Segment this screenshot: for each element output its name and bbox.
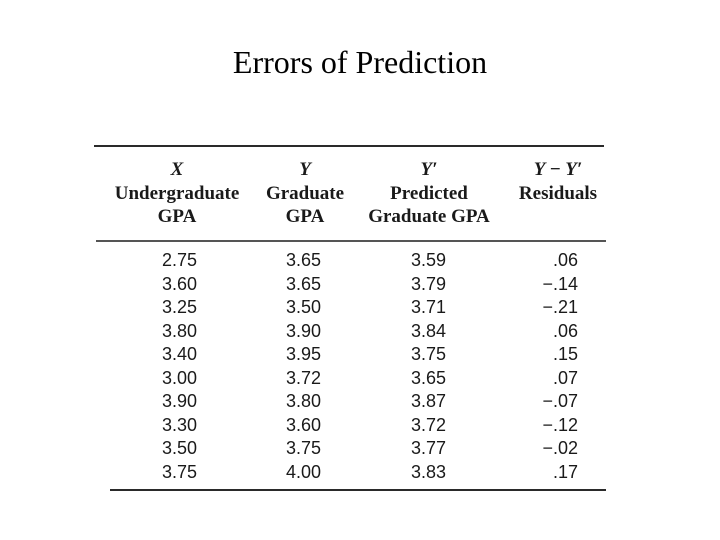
header-residuals: Y − Y′ Residuals [510, 158, 606, 205]
table-header-rule [96, 240, 606, 242]
table-cell-x: 3.90 [162, 391, 198, 411]
header-undergraduate-gpa: X Undergraduate GPA [104, 158, 250, 229]
header-x-symbol: X [170, 159, 184, 180]
table-cell-y: 3.50 [286, 297, 322, 317]
table-cell-residual: .06 [552, 320, 578, 341]
table-cell-y-pred: 3.77 [411, 438, 447, 458]
table-cell-y: 3.90 [286, 320, 322, 341]
table-cell-x: 3.60 [162, 273, 198, 294]
table-cell-y-pred: 3.87 [411, 391, 447, 411]
header-y-pred-line2: Graduate GPA [368, 206, 490, 227]
table-cell-residual: −.02 [542, 438, 578, 458]
column-residuals: .06 −.14 −.21 .06 .15 .07 −.07 −.12 −.02… [520, 249, 578, 484]
table-cell-residual: −.12 [542, 414, 578, 435]
table-cell-y-pred: 3.84 [411, 320, 447, 341]
table-cell-residual: .07 [552, 367, 578, 388]
header-graduate-gpa: Y Graduate GPA [256, 158, 354, 229]
table-cell-y: 3.65 [286, 273, 322, 294]
table-top-rule [94, 145, 604, 147]
table-cell-y: 3.60 [286, 414, 322, 435]
table-cell-residual: −.14 [542, 273, 578, 294]
table-cell-x: 3.40 [162, 344, 198, 364]
table-cell-y-pred: 3.59 [411, 250, 447, 270]
table-bottom-rule [110, 489, 606, 491]
table-cell-residual: .15 [552, 344, 578, 364]
column-undergraduate-gpa: 2.75 3.60 3.25 3.80 3.40 3.00 3.90 3.30 … [162, 249, 222, 484]
table-cell-x: 3.50 [162, 438, 198, 458]
header-residual-line1: Residuals [518, 182, 598, 204]
header-x-line2: GPA [157, 206, 197, 227]
table-cell-residual: .17 [552, 461, 578, 482]
table-cell-x: 3.75 [162, 461, 198, 482]
header-y-line1: Graduate [265, 182, 345, 204]
header-y-line2: GPA [285, 206, 325, 227]
header-predicted-graduate-gpa: Y′ Predicted Graduate GPA [356, 158, 502, 229]
table-cell-residual: −.21 [542, 297, 578, 317]
table-cell-residual: .06 [552, 250, 578, 270]
column-graduate-gpa: 3.65 3.65 3.50 3.90 3.95 3.72 3.80 3.60 … [286, 249, 346, 484]
table-cell-y: 4.00 [286, 461, 322, 482]
table-cell-x: 3.80 [162, 320, 198, 341]
table-cell-y-pred: 3.83 [411, 461, 447, 482]
table-cell-y: 3.95 [286, 344, 322, 364]
table-cell-y: 3.80 [286, 391, 322, 411]
header-y-symbol: Y [299, 159, 311, 180]
table-cell-y: 3.72 [286, 367, 322, 388]
header-y-pred-symbol: Y′ [420, 159, 438, 180]
table-cell-y: 3.65 [286, 250, 322, 270]
table-cell-y-pred: 3.79 [411, 273, 447, 294]
table-cell-y-pred: 3.71 [411, 297, 447, 317]
table-cell-y-pred: 3.75 [411, 344, 447, 364]
table-cell-residual: −.07 [542, 391, 578, 411]
header-x-line1: Undergraduate [114, 182, 240, 204]
table-cell-y-pred: 3.72 [411, 414, 447, 435]
header-y-pred-line1: Predicted [390, 182, 468, 204]
table-cell-x: 3.25 [162, 297, 198, 317]
slide-title: Errors of Prediction [232, 44, 488, 80]
table-cell-x: 3.30 [162, 414, 198, 435]
table-cell-x: 2.75 [162, 250, 198, 270]
column-predicted-graduate-gpa: 3.59 3.79 3.71 3.84 3.75 3.65 3.87 3.72 … [411, 249, 471, 484]
header-residual-symbol: Y − Y′ [533, 159, 583, 180]
table-cell-y: 3.75 [286, 438, 322, 458]
table-cell-x: 3.00 [162, 367, 198, 388]
table-cell-y-pred: 3.65 [411, 367, 447, 388]
